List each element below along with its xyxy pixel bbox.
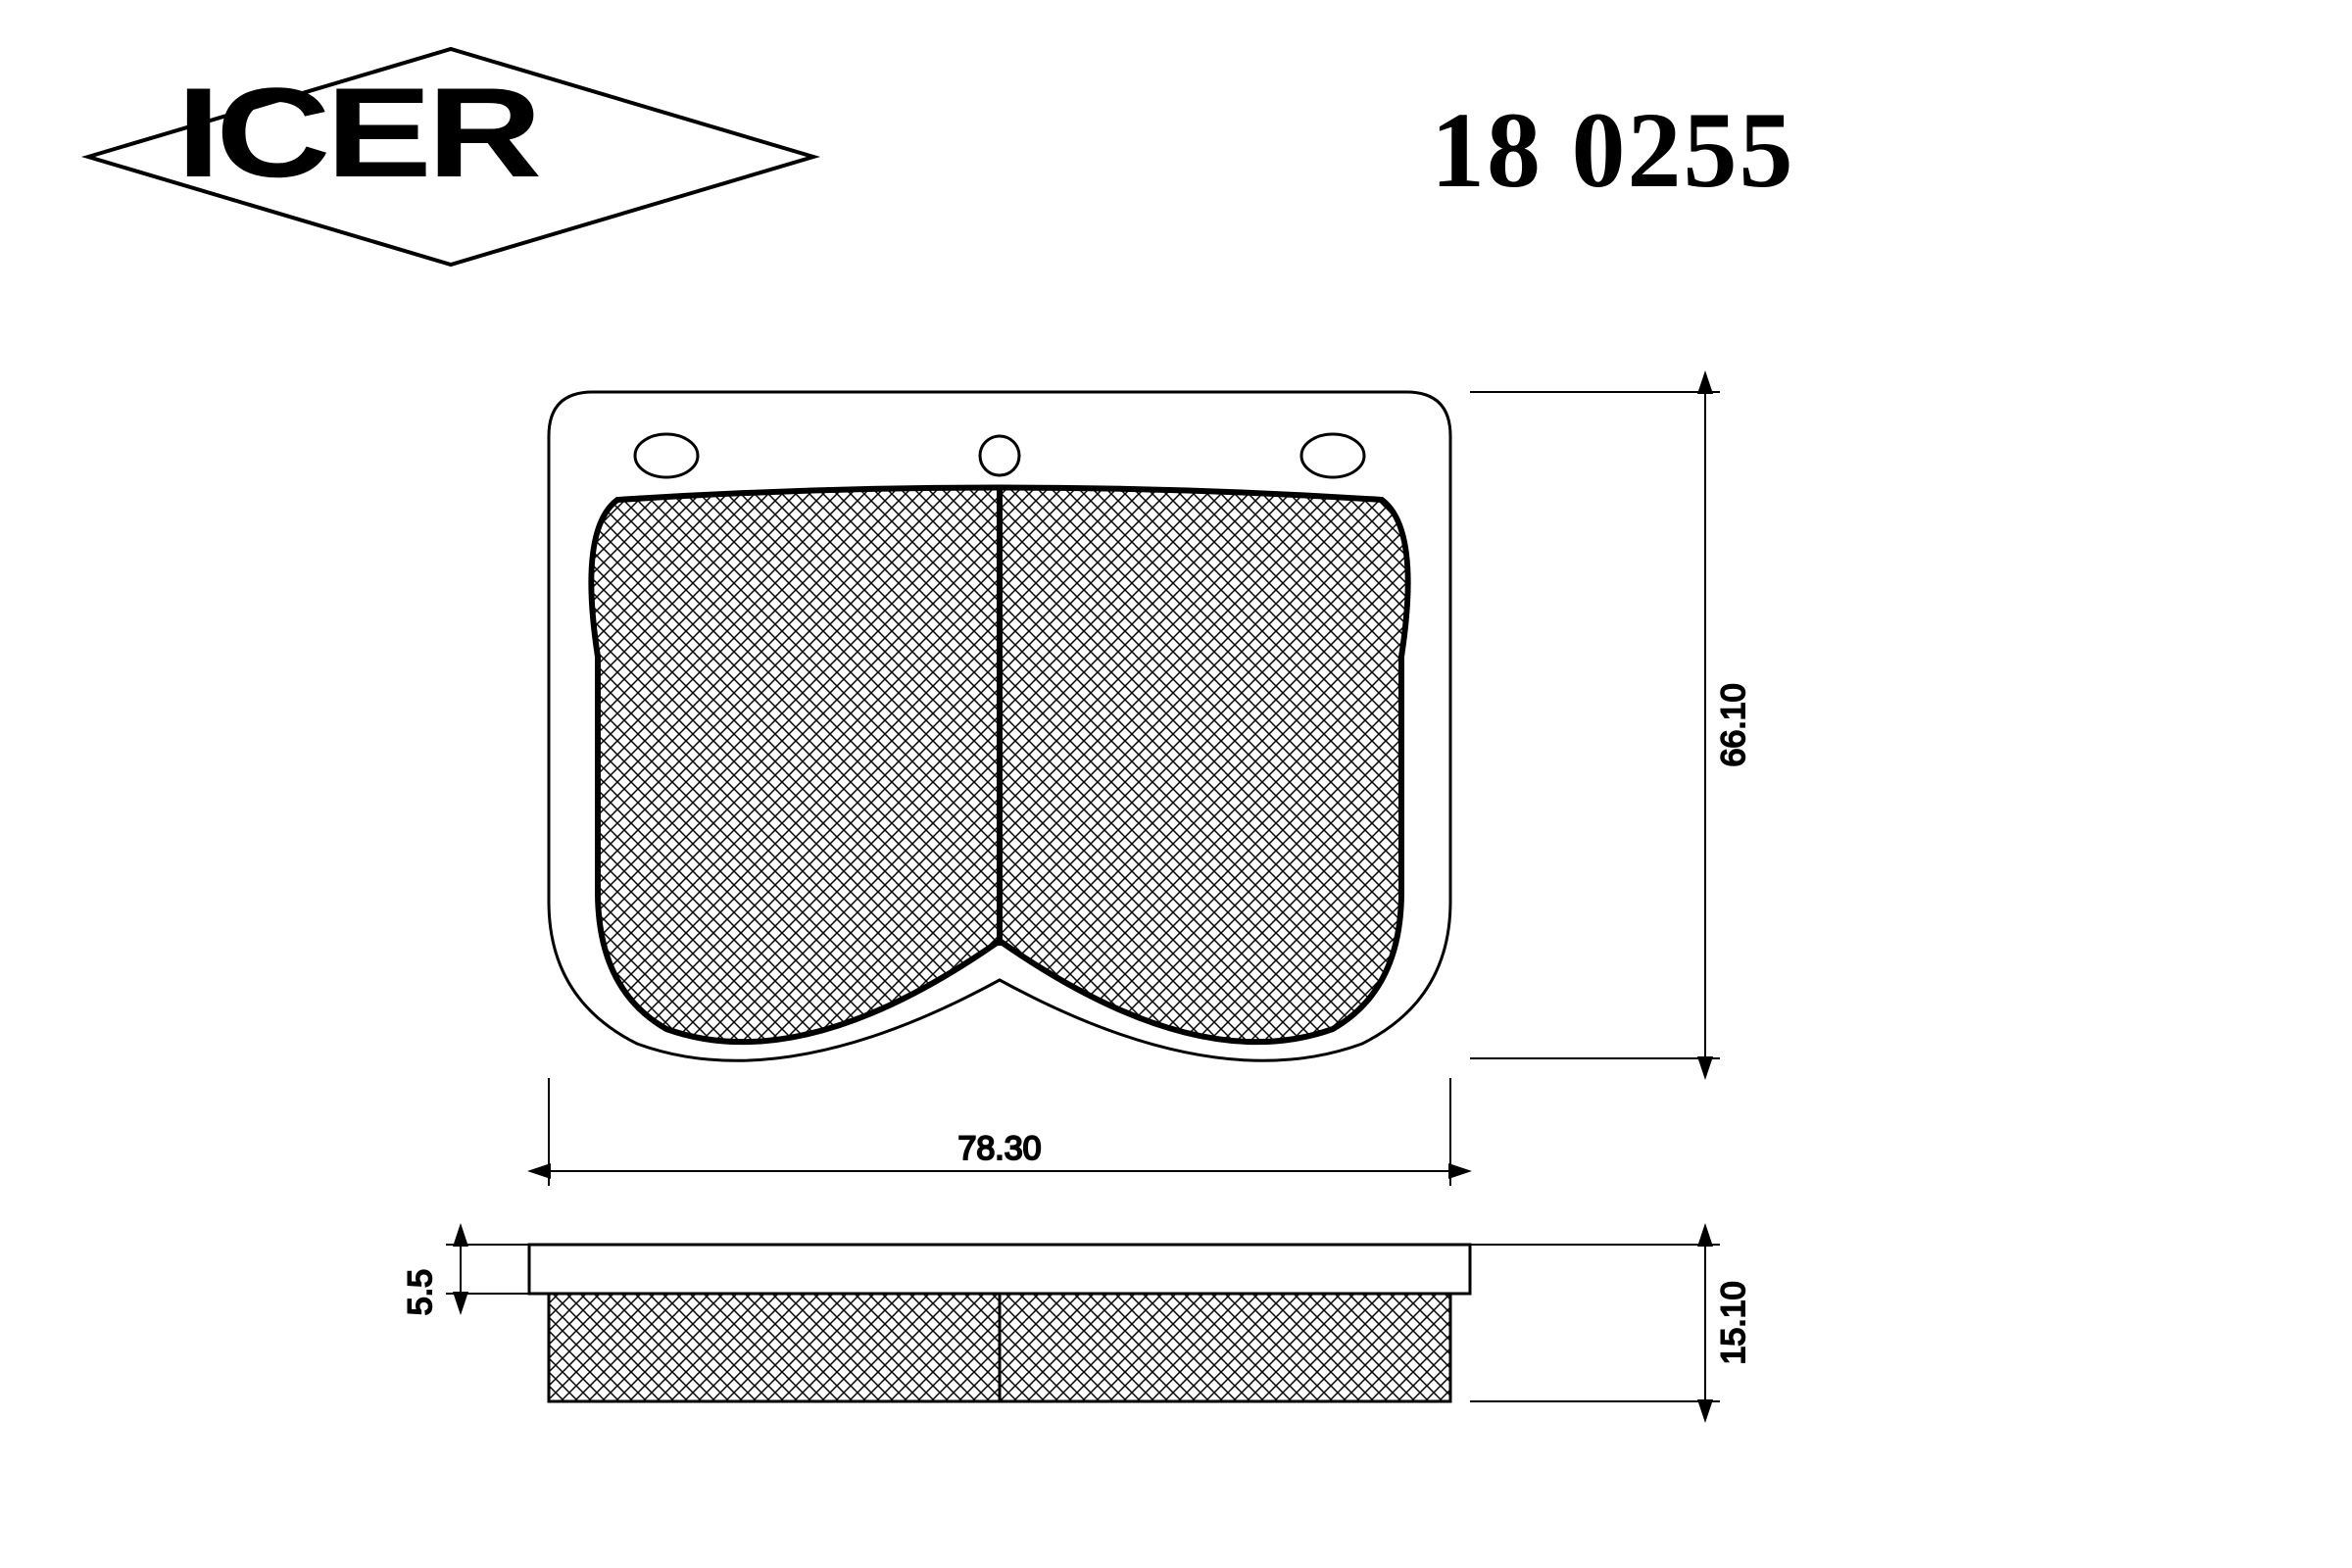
part-number: 18 0255 (1431, 88, 1795, 213)
side-view (529, 1245, 1470, 1401)
dim-plate-label: 5.5 (402, 1269, 439, 1315)
brand-name: ICER (176, 59, 537, 206)
dim-height-label: 66.10 (1715, 683, 1752, 766)
dim-thickness-label: 15.10 (1715, 1281, 1752, 1364)
front-view (549, 392, 1450, 1060)
hole-icon (635, 434, 698, 477)
hole-icon (1301, 434, 1364, 477)
dim-width-label: 78.30 (957, 1130, 1041, 1167)
hole-icon (980, 436, 1019, 475)
